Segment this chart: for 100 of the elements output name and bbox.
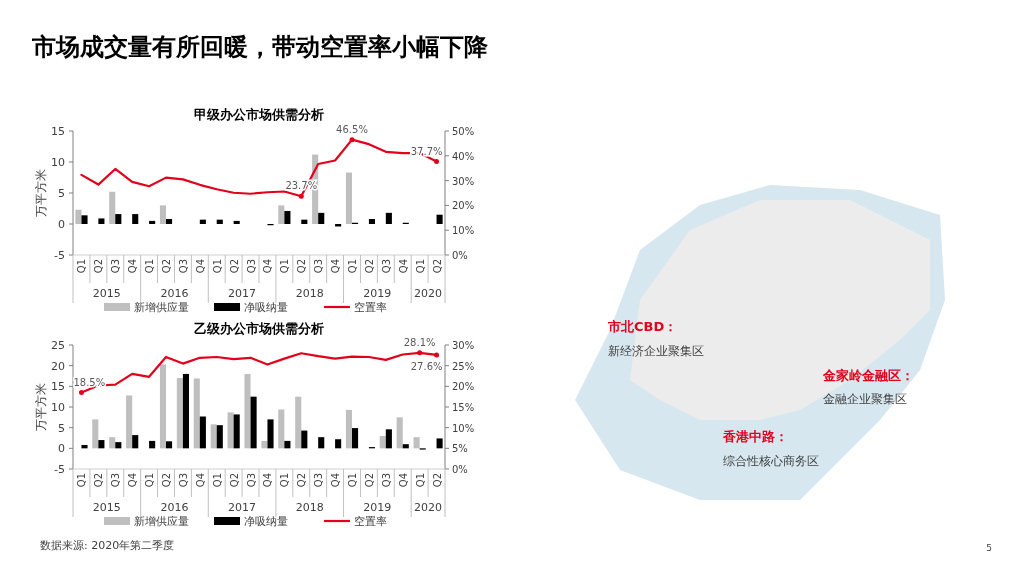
y-tick-label: 0 xyxy=(58,218,65,231)
x-tick-label: Q4 xyxy=(262,473,274,488)
y-tick-label: 10 xyxy=(51,156,65,169)
x-tick-label: Q3 xyxy=(313,473,325,488)
bar xyxy=(250,396,257,449)
bar xyxy=(295,396,302,449)
y-tick-label: 15 xyxy=(51,380,65,394)
x-tick-label: Q2 xyxy=(93,259,105,274)
text: 金融企业聚集区 xyxy=(823,392,907,406)
text: 2016 xyxy=(160,287,189,300)
bar xyxy=(115,214,122,224)
x-tick-label: Q3 xyxy=(177,259,189,274)
x-tick-label: Q4 xyxy=(262,259,274,274)
bar xyxy=(115,442,122,449)
y2-tick-label: 10% xyxy=(452,225,475,237)
bar xyxy=(318,437,325,449)
x-tick-label: Q1 xyxy=(347,473,358,488)
x-tick-label: Q2 xyxy=(161,259,172,274)
bar xyxy=(176,378,183,449)
bar xyxy=(216,219,223,224)
legend-label: 净吸纳量 xyxy=(244,301,288,314)
bar xyxy=(132,214,139,224)
y-tick-label: 15 xyxy=(51,125,65,138)
x-tick-label: Q3 xyxy=(313,259,325,274)
x-tick-label: Q3 xyxy=(245,259,257,274)
bar xyxy=(261,440,268,449)
data-label: 46.5% xyxy=(336,123,368,135)
bar xyxy=(92,419,99,449)
text: 2018 xyxy=(295,501,324,514)
bar xyxy=(244,373,251,449)
text: 2015 xyxy=(92,501,121,514)
bar xyxy=(109,191,116,224)
x-tick-label: Q3 xyxy=(245,473,257,488)
legend-label: 空置率 xyxy=(354,301,387,314)
x-tick-label: Q3 xyxy=(110,473,122,488)
y2-tick-label: 15% xyxy=(452,402,475,413)
y2-tick-label: 25% xyxy=(452,360,475,372)
text: 金家岭金融区： xyxy=(822,368,914,383)
bar xyxy=(385,429,392,449)
bar xyxy=(126,395,133,449)
y2-tick-label: 0% xyxy=(452,250,468,261)
y2-tick-label: 0% xyxy=(452,464,468,475)
y2-tick-label: 20% xyxy=(452,381,475,393)
x-tick-label: Q2 xyxy=(431,259,443,274)
x-tick-label: Q4 xyxy=(127,259,139,274)
x-tick-label: Q3 xyxy=(380,473,392,488)
bar xyxy=(193,378,200,449)
bar xyxy=(75,209,82,224)
y-tick-label: 25 xyxy=(51,339,65,352)
x-tick-label: Q4 xyxy=(194,259,206,274)
bar xyxy=(98,218,105,224)
data-label: 27.6% xyxy=(410,360,443,372)
legend-label: 新增供应量 xyxy=(134,301,189,314)
bar xyxy=(149,440,156,449)
x-tick-label: Q4 xyxy=(194,473,206,488)
text: 2015 xyxy=(92,287,121,300)
legend-label: 新增供应量 xyxy=(134,515,189,528)
text: 2016 xyxy=(160,501,189,514)
bar xyxy=(379,435,386,449)
text: 2019 xyxy=(363,501,392,514)
y-tick-label: -5 xyxy=(54,463,65,476)
y2-tick-label: 10% xyxy=(452,422,475,434)
y2-tick-label: 30% xyxy=(452,175,475,187)
bar xyxy=(436,438,443,449)
bar xyxy=(385,212,392,224)
x-tick-label: Q1 xyxy=(347,259,358,274)
x-tick-label: Q4 xyxy=(397,473,409,488)
bar xyxy=(278,205,285,224)
y2-tick-label: 20% xyxy=(452,200,475,212)
bar xyxy=(159,364,166,449)
bar xyxy=(352,428,359,449)
bar xyxy=(368,219,375,224)
x-tick-label: Q1 xyxy=(211,259,223,274)
text: 2017 xyxy=(228,501,257,514)
bar xyxy=(166,441,173,449)
y2-tick-label: 5% xyxy=(452,443,468,455)
text: 2017 xyxy=(228,287,257,300)
bar xyxy=(182,373,189,449)
bar xyxy=(159,205,166,224)
y-axis-title: 万平方米 xyxy=(34,169,48,217)
bar xyxy=(301,219,308,224)
bar xyxy=(345,409,352,449)
text: 新经济企业聚集区 xyxy=(608,344,704,358)
bar xyxy=(345,172,352,224)
bar xyxy=(98,440,105,449)
data-label: 28.1% xyxy=(403,336,436,348)
x-tick-label: Q2 xyxy=(228,259,240,274)
x-tick-label: Q1 xyxy=(279,473,291,488)
legend-label: 空置率 xyxy=(354,515,387,528)
text: 市场成交量有所回暖，带动空置率小幅下降 xyxy=(31,33,489,61)
bar xyxy=(413,437,420,449)
x-tick-label: Q1 xyxy=(414,259,426,274)
x-tick-label: Q4 xyxy=(127,473,139,488)
x-tick-label: Q3 xyxy=(110,259,122,274)
bar xyxy=(284,210,291,224)
x-tick-label: Q1 xyxy=(76,259,88,274)
x-tick-label: Q2 xyxy=(363,473,375,488)
chart-title: 乙级办公市场供需分析 xyxy=(194,321,324,336)
source-note: 数据来源: 2020年第二季度 xyxy=(40,539,175,552)
x-tick-label: Q1 xyxy=(211,473,223,488)
